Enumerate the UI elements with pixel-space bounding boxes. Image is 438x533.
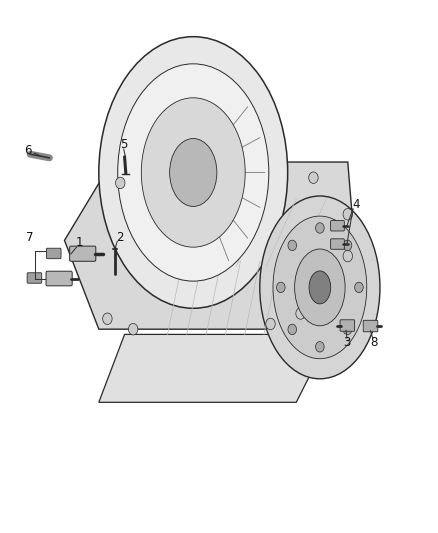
Ellipse shape	[309, 271, 331, 304]
FancyBboxPatch shape	[46, 271, 72, 286]
Text: 3: 3	[343, 336, 350, 349]
Circle shape	[296, 308, 305, 319]
FancyBboxPatch shape	[331, 221, 344, 231]
Ellipse shape	[260, 196, 380, 379]
Circle shape	[266, 318, 275, 330]
Text: 7: 7	[26, 231, 34, 244]
Polygon shape	[99, 334, 331, 402]
FancyBboxPatch shape	[27, 273, 42, 283]
Circle shape	[288, 240, 297, 251]
FancyBboxPatch shape	[363, 320, 378, 332]
Circle shape	[116, 177, 125, 189]
FancyBboxPatch shape	[340, 320, 355, 332]
Text: 8: 8	[370, 336, 377, 349]
FancyBboxPatch shape	[331, 239, 344, 249]
Circle shape	[288, 324, 297, 335]
Ellipse shape	[295, 249, 345, 326]
FancyBboxPatch shape	[70, 246, 96, 261]
Ellipse shape	[99, 37, 288, 308]
Circle shape	[343, 324, 352, 335]
Circle shape	[102, 313, 112, 325]
Text: 5: 5	[120, 138, 127, 151]
Text: 6: 6	[24, 144, 32, 157]
Circle shape	[309, 172, 318, 183]
Ellipse shape	[141, 98, 245, 247]
Text: 1: 1	[76, 237, 83, 249]
Circle shape	[315, 223, 324, 233]
Circle shape	[343, 240, 352, 251]
Ellipse shape	[170, 139, 217, 206]
Ellipse shape	[273, 216, 367, 359]
Text: 2: 2	[117, 231, 124, 244]
FancyBboxPatch shape	[46, 248, 61, 259]
Circle shape	[355, 282, 363, 293]
Circle shape	[315, 342, 324, 352]
Circle shape	[128, 324, 138, 335]
Polygon shape	[64, 162, 357, 329]
Circle shape	[276, 282, 285, 293]
Text: 4: 4	[353, 198, 360, 212]
Ellipse shape	[118, 64, 269, 281]
Circle shape	[343, 251, 353, 262]
Circle shape	[343, 208, 353, 220]
